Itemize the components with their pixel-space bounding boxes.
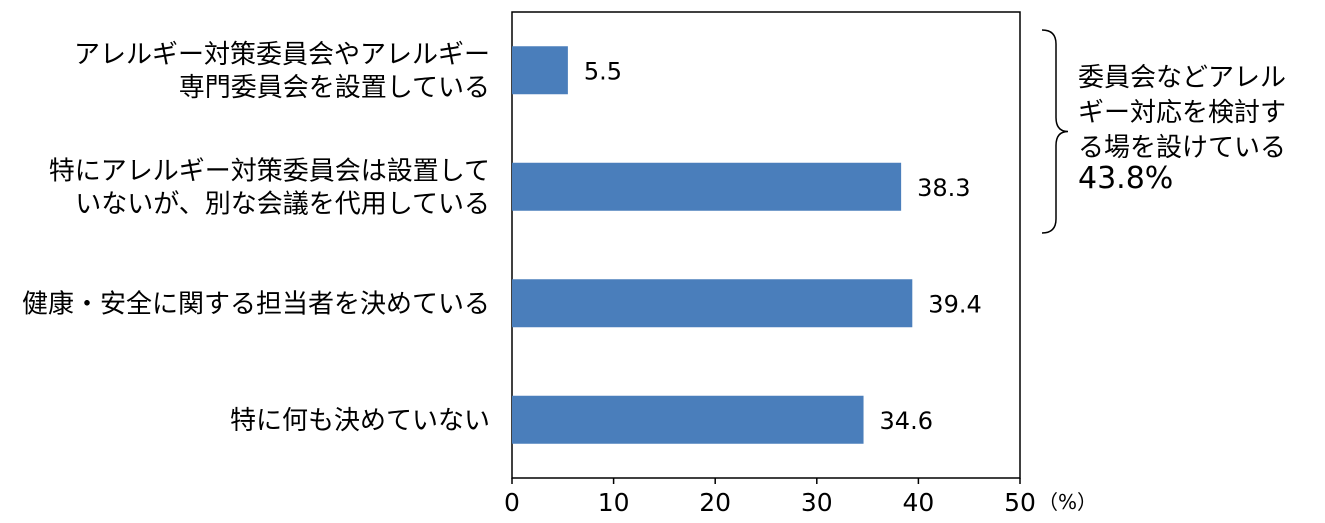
value-labels: 5.5 38.3 39.4 34.6	[584, 57, 982, 435]
bars	[512, 46, 913, 444]
category-label-2-line-2: いないが、別な会議を代用している	[75, 189, 490, 219]
annotation-line-3: る場を設けている	[1078, 133, 1286, 163]
annotation: 委員会などアレル ギー対応を検討す る場を設けている 43.8%	[1041, 29, 1286, 234]
category-label-3-line-1: 健康・安全に関する担当者を決めている	[22, 289, 490, 319]
value-label-2: 38.3	[917, 174, 970, 202]
plot-frame	[511, 11, 1021, 479]
x-tick-label-10: 10	[598, 488, 630, 517]
category-label-1-line-1: アレルギー対策委員会やアレルギー	[74, 40, 490, 70]
x-axis-ticks: 0 10 20 30 40 50	[504, 478, 1036, 517]
value-label-4: 34.6	[880, 407, 933, 435]
x-tick-label-50: 50	[1004, 488, 1036, 517]
annotation-line-1: 委員会などアレル	[1078, 63, 1286, 93]
value-label-3: 39.4	[928, 290, 981, 318]
x-tick-label-20: 20	[699, 488, 731, 517]
category-label-4-line-1: 特に何も決めていない	[230, 406, 490, 436]
bar-1	[512, 46, 568, 95]
x-tick-label-30: 30	[801, 488, 833, 517]
annotation-value: 43.8%	[1078, 161, 1173, 196]
category-label-2-line-1: 特にアレルギー対策委員会は設置して	[49, 156, 490, 186]
bar-2	[512, 162, 902, 211]
plot-area	[511, 11, 1021, 479]
category-labels: アレルギー対策委員会やアレルギー専門委員会を設置している特にアレルギー対策委員会…	[22, 40, 490, 436]
brace-bracket	[1041, 29, 1069, 234]
x-tick-label-40: 40	[902, 488, 934, 517]
x-axis-unit: （%）	[1038, 490, 1097, 514]
category-label-1-line-2: 専門委員会を設置している	[179, 73, 490, 103]
x-tick-label-0: 0	[504, 488, 520, 517]
value-label-1: 5.5	[584, 57, 622, 85]
annotation-line-2: ギー対応を検討す	[1078, 98, 1286, 128]
bar-3	[512, 279, 913, 328]
bar-4	[512, 395, 864, 444]
